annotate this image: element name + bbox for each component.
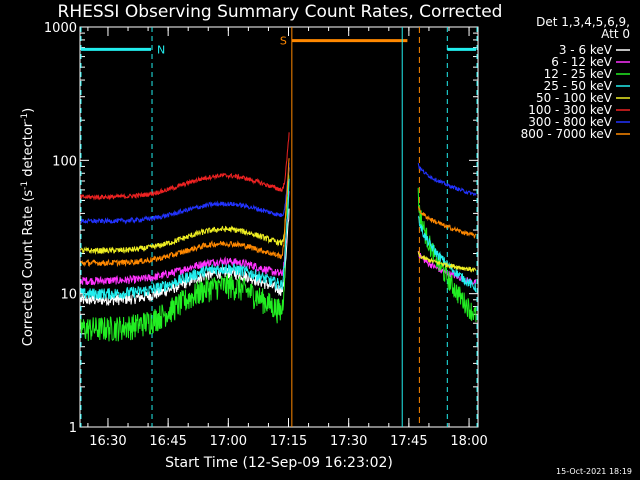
y-tick-label: 1000 (44, 21, 77, 36)
legend-entry-label: 300 - 800 keV (528, 115, 612, 129)
series-line-pre (80, 167, 290, 255)
legend-header-line-1: Det 1,3,4,5,6,9, (536, 15, 630, 29)
series-line-pre (80, 158, 290, 268)
y-axis-label-sup-2: -1 (20, 113, 30, 122)
x-tick-label: 17:30 (330, 434, 367, 449)
series-line-post (417, 162, 477, 196)
y-axis-label-mid: detector (21, 121, 36, 181)
y-tick-label: 1 (69, 421, 77, 436)
saa-label: S (280, 35, 287, 48)
series-line-post (417, 187, 477, 323)
legend-entry-label: 3 - 6 keV (559, 43, 613, 57)
plot-area: 1 10 100 1000 16:30 16:45 17:00 17:15 17:30 17:45… (44, 21, 488, 449)
series-line-post (417, 215, 477, 293)
legend-entry-label: 12 - 25 keV (544, 67, 613, 81)
legend-header-line-2: Att 0 (601, 27, 630, 41)
y-axis-label-main: Corrected Count Rate (s (21, 190, 36, 347)
y-tick-label: 100 (52, 154, 77, 169)
series-line-pre (80, 191, 290, 286)
x-tick-label: 18:00 (450, 434, 487, 449)
x-tick-label: 16:30 (89, 434, 126, 449)
series-line-pre (80, 178, 290, 300)
legend-entry-label: 800 - 7000 keV (521, 127, 613, 141)
night-label: N (157, 43, 165, 56)
legend-entry-label: 100 - 300 keV (528, 103, 612, 117)
x-tick-label: 17:45 (390, 434, 427, 449)
series-line-pre (80, 162, 290, 225)
y-axis-label-sup-1: -1 (20, 181, 30, 190)
legend-entry-label: 50 - 100 keV (536, 91, 613, 105)
legend-entry-label: 6 - 12 keV (551, 55, 613, 69)
legend-entry-label: 25 - 50 keV (544, 79, 613, 93)
footer-timestamp: 15-Oct-2021 18:19 (556, 467, 632, 476)
series-line-post (417, 205, 477, 239)
series-line-pre (80, 174, 290, 342)
series-line-pre (80, 132, 290, 201)
y-axis-label: Corrected Count Rate (s-1 detector-1) (20, 108, 36, 346)
x-tick-label: 17:00 (210, 434, 247, 449)
x-axis-label: Start Time (12-Sep-09 16:23:02) (165, 455, 393, 471)
y-axis-label-end: ) (21, 108, 36, 113)
x-tick-label: 17:15 (270, 434, 307, 449)
chart-title: RHESSI Observing Summary Count Rates, Co… (58, 2, 503, 22)
plot-frame (79, 26, 479, 428)
y-tick-label: 10 (60, 288, 77, 303)
x-tick-label: 16:45 (149, 434, 186, 449)
series-line-post (417, 251, 477, 273)
